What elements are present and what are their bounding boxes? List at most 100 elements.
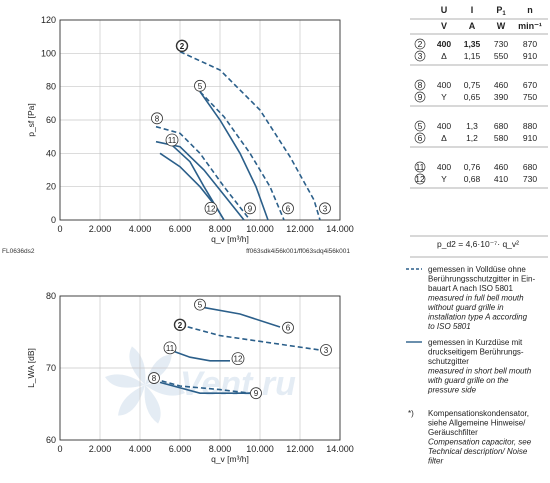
table-cell-speed: 730 (523, 174, 537, 184)
legend-text-en: measured in short bell mouth (428, 367, 532, 376)
table-cell-current: 0,68 (464, 174, 481, 184)
table-cell-power: 680 (494, 121, 508, 131)
table-unit: W (497, 21, 506, 31)
curve-label-6: 6 (286, 204, 291, 213)
curve-marker-6 (282, 202, 294, 215)
x-tick-label: 0 (57, 444, 62, 454)
table-curve-number: 6 (418, 133, 423, 143)
table-curve-marker (414, 38, 426, 50)
curve-9 (159, 381, 250, 394)
table-cell-connection: Δ (441, 133, 447, 143)
legend-text-de: druckseitigem Berührungs- (428, 348, 524, 357)
table-cell-power: 460 (494, 162, 508, 172)
table-cell-voltage: 400 (437, 39, 451, 49)
legend-text-en: without guard grille in (428, 303, 504, 312)
curve-11 (169, 349, 230, 362)
curve-marker-9 (244, 202, 256, 215)
legend-text-en: installation type A according (428, 313, 528, 322)
table-curve-number: 8 (418, 80, 423, 90)
table-cell-voltage: 400 (437, 162, 451, 172)
table-unit: A (469, 21, 476, 31)
table-curve-marker (414, 161, 426, 173)
table-header-p1: P1 (496, 5, 506, 17)
curve-marker-12 (204, 201, 218, 215)
y-tick-label: 20 (46, 182, 56, 192)
pressure-chart: 0 2.000 4.000 6.000 8.000 10.000 12.000 14.000 0… (2, 15, 354, 255)
legend-text-en: with guard grille on the (428, 376, 509, 385)
curve-label-3: 3 (324, 346, 329, 355)
x-tick-label: 8.000 (209, 444, 232, 454)
curve-2 (179, 50, 321, 221)
table-cell-power: 580 (494, 133, 508, 143)
legend-text-de: gemessen in Volldüse ohne (428, 265, 526, 274)
curve-label-9: 9 (248, 204, 253, 213)
curve-8 (155, 125, 251, 221)
x-tick-label: 2.000 (89, 224, 112, 234)
legend-text-de: Kompensationskondensator, (428, 409, 529, 418)
legend-note-mark: *) (408, 409, 414, 418)
table-cell-voltage: 400 (437, 80, 451, 90)
table-cell-power: 390 (494, 92, 508, 102)
watermark-fan-logo: Vent.ru (105, 346, 296, 424)
curve-5 (199, 91, 269, 221)
table-cell-current: 0,75 (464, 80, 481, 90)
table-cell-speed: 910 (523, 51, 537, 61)
curve-marker-6 (282, 321, 294, 334)
x-axis-label: q_v [m³/h] (211, 234, 249, 244)
curve-marker-3 (319, 202, 331, 215)
table-unit: V (441, 21, 447, 31)
x-tick-label: 12.000 (286, 224, 314, 234)
table-header-n: n (527, 5, 533, 15)
legend-text-en: Technical description/ Noise (428, 447, 528, 456)
y-tick-label: 60 (46, 115, 56, 125)
table-curve-number: 12 (415, 174, 425, 184)
x-tick-label: 0 (57, 224, 62, 234)
chart-footer-code: FL0636ds2 (2, 248, 35, 255)
legend-text-en: to ISO 5801 (428, 322, 471, 331)
x-tick-label: 14.000 (326, 224, 354, 234)
table-unit: min⁻¹ (518, 21, 542, 31)
table-cell-voltage: 400 (437, 121, 451, 131)
curve-label-5: 5 (198, 301, 203, 310)
table-cell-current: 1,2 (466, 133, 478, 143)
table-cell-power: 410 (494, 174, 508, 184)
y-axis-label: L_WA [dB] (26, 348, 36, 388)
curve-6 (199, 91, 285, 221)
x-tick-label: 10.000 (246, 444, 274, 454)
curve-label-2: 2 (180, 42, 185, 51)
watermark-text: Vent.ru (180, 365, 296, 403)
table-cell-speed: 880 (523, 121, 537, 131)
curve-marker-3 (320, 344, 332, 356)
table-cell-connection: Y (441, 174, 447, 184)
curve-label-12: 12 (234, 355, 243, 364)
watermark-fan-blade (144, 385, 161, 424)
y-tick-label: 70 (46, 363, 56, 373)
curve-5 (199, 306, 281, 328)
table-cell-speed: 910 (523, 133, 537, 143)
x-tick-label: 8.000 (209, 224, 232, 234)
table-header-u: U (441, 5, 448, 15)
chart-footer-models: ff063sdk4i56k001/ff063sdq4i56k001 (246, 248, 350, 255)
curve-label-9: 9 (254, 389, 259, 398)
curve-label-2: 2 (178, 321, 183, 330)
table-curve-number: 5 (418, 121, 423, 131)
legend-text-de: schutzgitter (428, 357, 469, 366)
legend-text-de: Berührungsschutzgitter in Ein- (428, 275, 536, 284)
table-curve-number: 9 (418, 92, 423, 102)
plot-frame (59, 295, 341, 441)
curve-marker-11 (163, 341, 177, 355)
table-curve-number: 11 (416, 162, 425, 172)
table-cell-connection: Δ (441, 51, 447, 61)
table-cell-current: 0,76 (464, 162, 481, 172)
table-header-i: I (471, 5, 474, 15)
curve-marker-5 (194, 298, 206, 311)
legend-text-en: measured in full bell mouth (428, 294, 524, 303)
legend-text-en: Compensation capacitor, see (428, 438, 532, 447)
x-tick-label: 2.000 (89, 444, 112, 454)
table-cell-current: 1,35 (464, 39, 481, 49)
watermark-fan-blade (105, 374, 145, 388)
curve-marker-5 (194, 79, 206, 92)
legend-text-de: Geräuschfilter (428, 428, 478, 437)
